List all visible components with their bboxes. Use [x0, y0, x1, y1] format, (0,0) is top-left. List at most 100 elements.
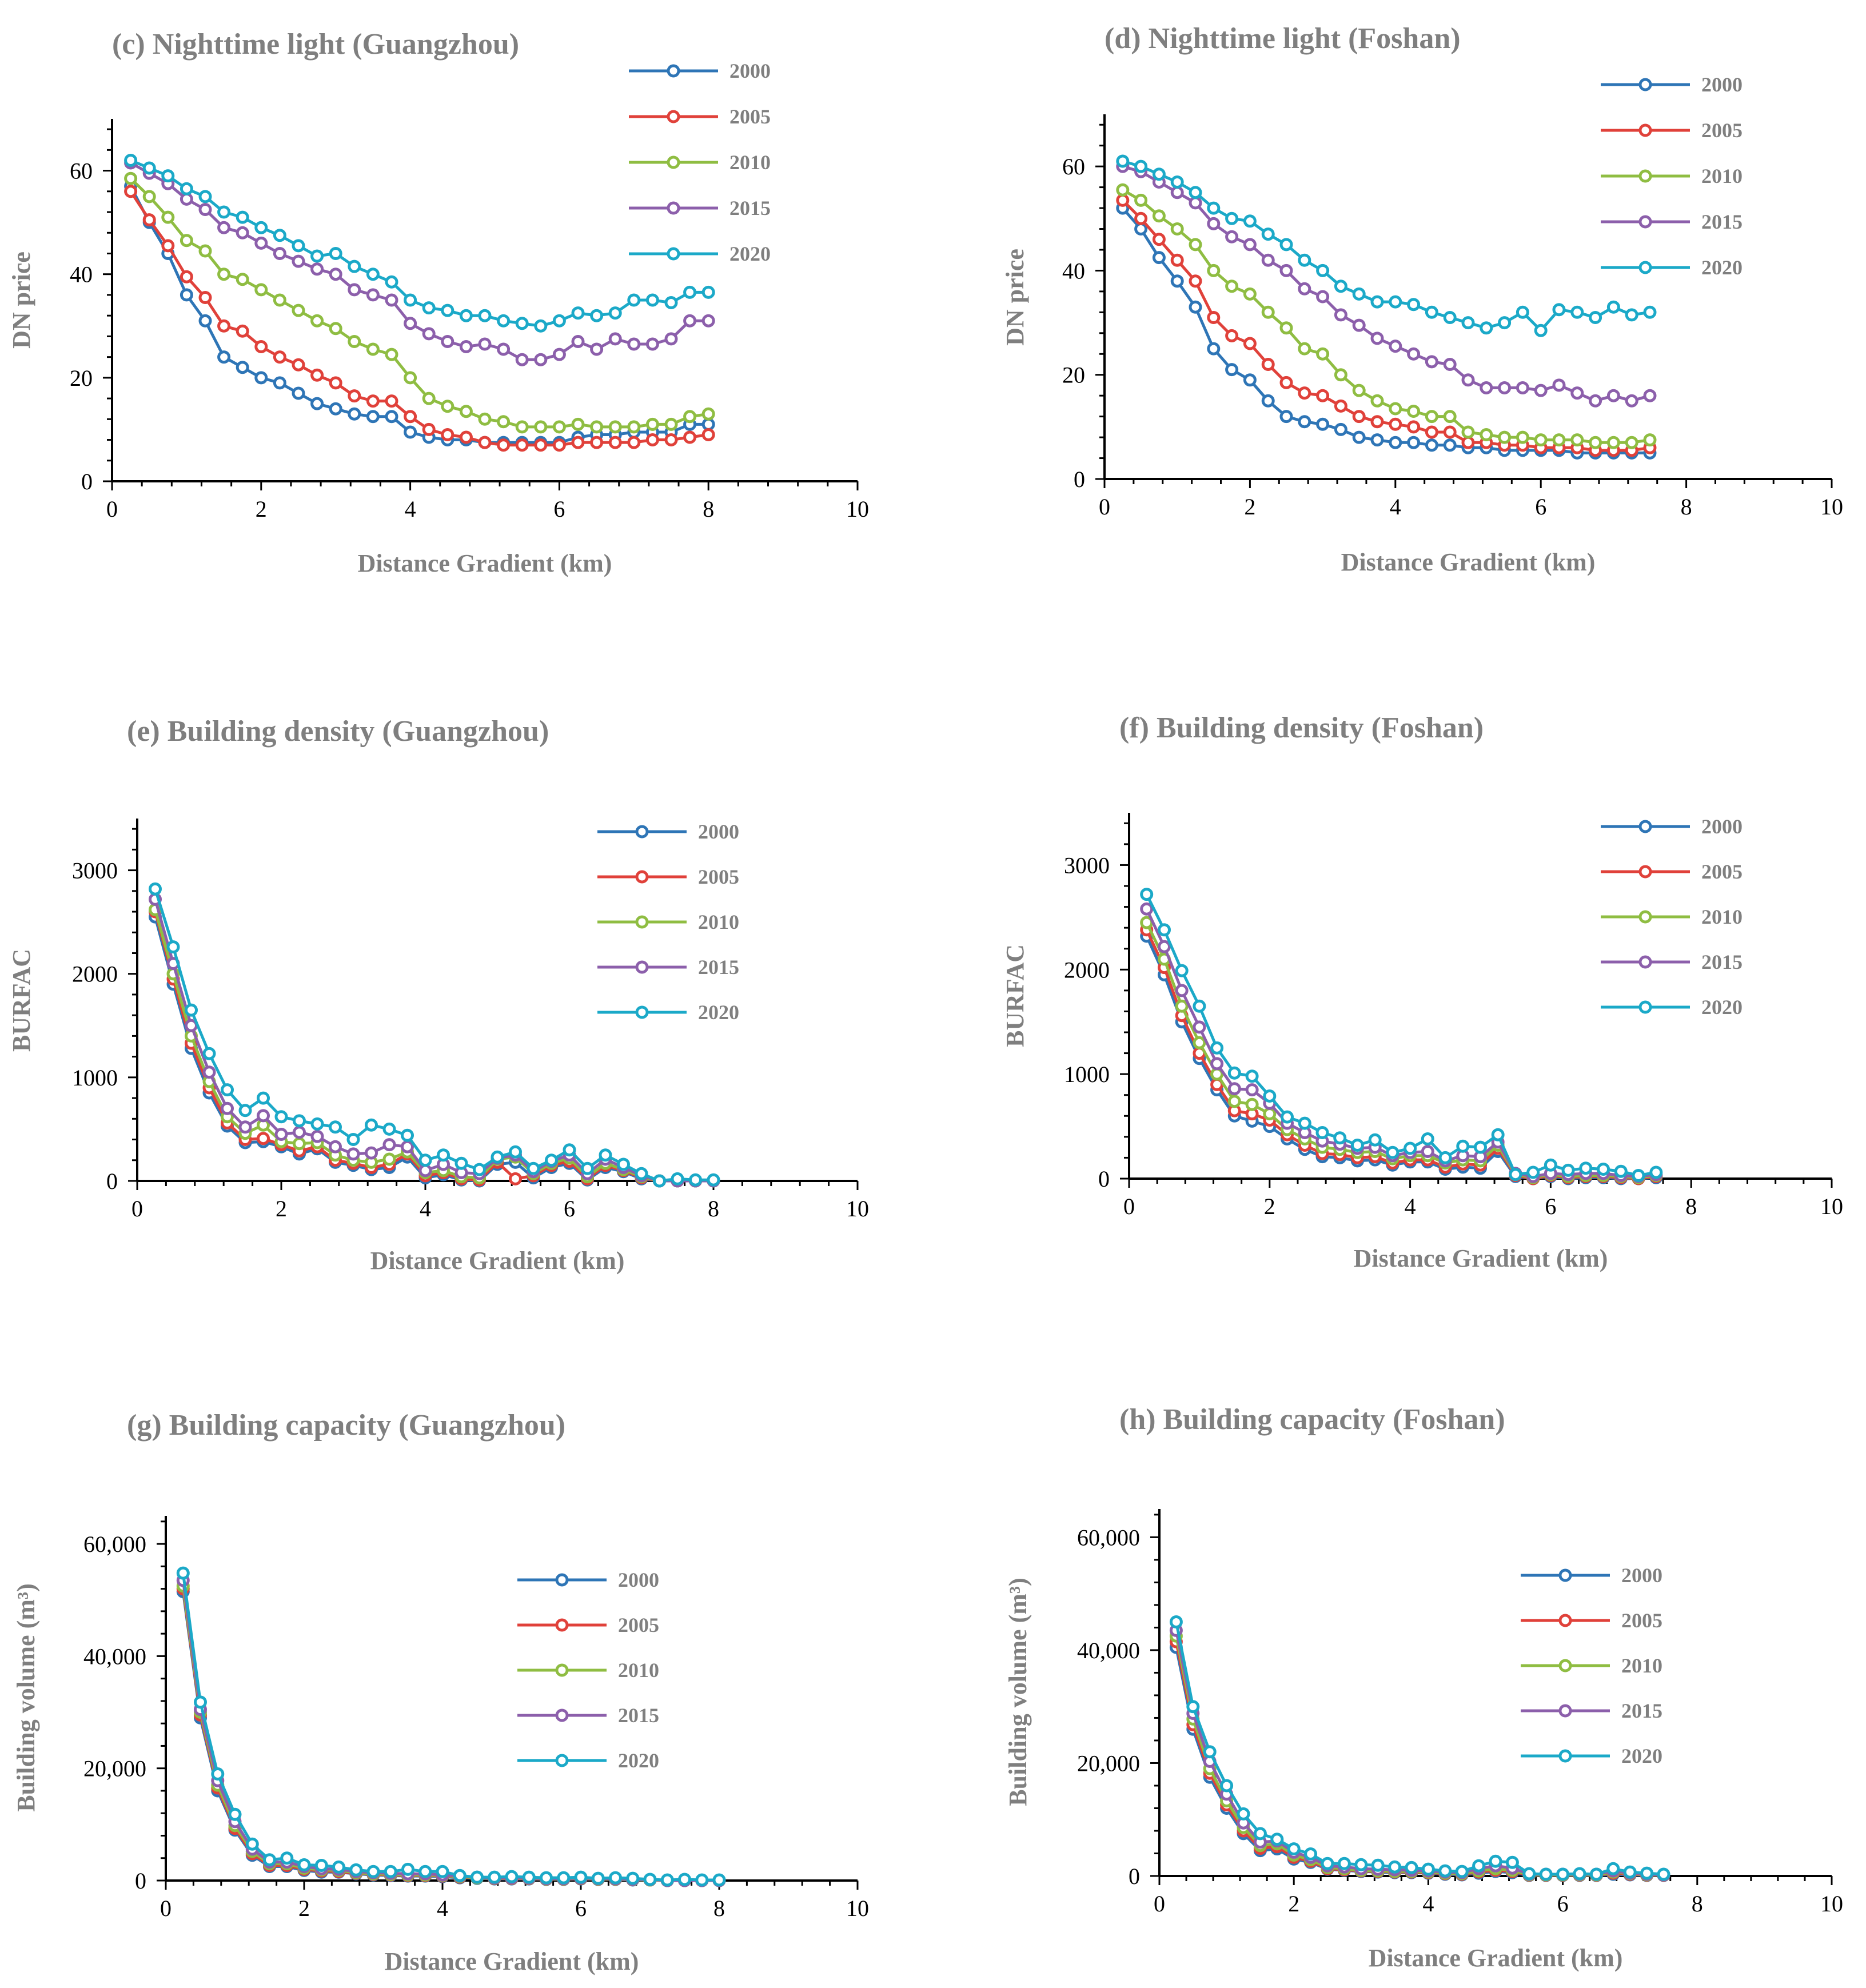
data-point: [1227, 1082, 1241, 1096]
data-point: [590, 342, 604, 356]
data-point: [712, 1873, 726, 1887]
data-point: [695, 1873, 709, 1887]
data-point: [1193, 1020, 1206, 1034]
legend-swatch-marker: [667, 110, 680, 123]
series-2000: [1140, 929, 1663, 1185]
data-point: [1561, 1163, 1575, 1177]
data-point: [1534, 433, 1548, 447]
data-point: [534, 353, 548, 366]
data-point: [176, 1566, 190, 1580]
data-point: [1606, 436, 1620, 449]
series-2020: [1169, 1615, 1670, 1881]
legend-item-2000: 2000: [597, 820, 739, 843]
y-tick-label: 3000: [1064, 852, 1110, 878]
data-point: [1389, 340, 1402, 353]
x-tick-label: 4: [420, 1196, 431, 1221]
series-2005: [1169, 1635, 1670, 1882]
data-point: [346, 1147, 360, 1161]
data-point: [571, 436, 585, 449]
x-tick-label: 4: [1422, 1891, 1434, 1917]
legend-label: 2015: [729, 197, 771, 219]
data-point: [701, 314, 715, 328]
data-point: [385, 410, 398, 424]
data-point: [221, 1101, 234, 1115]
data-point: [257, 1109, 270, 1123]
data-point: [1279, 321, 1293, 335]
data-point: [478, 436, 492, 449]
y-tick-label: 1000: [72, 1065, 118, 1091]
data-point: [1480, 428, 1493, 441]
data-point: [1189, 186, 1202, 199]
x-tick-label: 2: [1244, 494, 1255, 520]
data-point: [515, 353, 529, 366]
data-point: [1279, 376, 1293, 389]
data-point: [1421, 1132, 1434, 1145]
data-point: [124, 185, 138, 198]
data-point: [1570, 305, 1584, 319]
legend-item-2000: 2000: [517, 1568, 659, 1591]
data-point: [527, 1161, 540, 1175]
data-point: [348, 407, 361, 421]
data-point: [1334, 280, 1347, 293]
legend-swatch-marker: [1558, 1614, 1572, 1627]
legend-label: 2020: [1701, 256, 1743, 279]
data-point: [180, 234, 193, 247]
data-point: [1287, 1842, 1301, 1856]
data-point: [385, 394, 398, 408]
series-2005: [124, 185, 715, 452]
series-2010: [1116, 183, 1657, 449]
data-point: [236, 324, 249, 338]
data-point: [254, 340, 268, 353]
data-point: [293, 1114, 306, 1128]
data-point: [459, 405, 473, 418]
data-point: [142, 213, 156, 227]
data-point: [385, 348, 398, 361]
legend-item-2005: 2005: [1601, 860, 1743, 883]
chart-title: (c) Nighttime light (Guangzhou): [112, 28, 519, 61]
legend-label: 2000: [1701, 815, 1743, 838]
data-point: [478, 337, 492, 351]
data-point: [1389, 295, 1402, 309]
x-tick-label: 8: [703, 496, 714, 522]
series-line-2015: [1145, 908, 1657, 1178]
data-point: [422, 327, 436, 341]
chart-title: (f) Building density (Foshan): [1119, 712, 1484, 744]
panel-e: (e) Building density (Guangzhou)0 2 4 6 8 100…: [7, 715, 869, 1275]
legend-swatch-marker: [555, 1754, 569, 1767]
series-2015: [124, 156, 715, 366]
series-line-2015: [130, 161, 709, 361]
legend-label: 2000: [1701, 73, 1743, 96]
data-point: [348, 260, 361, 273]
data-point: [1370, 295, 1384, 309]
legend-swatch-marker: [1558, 1749, 1572, 1763]
legend-label: 2005: [1701, 860, 1743, 883]
legend-item-2010: 2010: [597, 911, 739, 933]
data-point: [701, 428, 715, 441]
data-point: [1350, 1139, 1364, 1152]
data-point: [1489, 1854, 1502, 1868]
data-point: [1333, 1131, 1347, 1145]
data-point: [1243, 238, 1257, 252]
data-point: [459, 309, 473, 322]
x-tick-label: 10: [846, 1196, 869, 1221]
data-point: [1225, 230, 1239, 243]
data-point: [1625, 394, 1638, 408]
data-point: [497, 415, 511, 429]
y-tick-label: 40: [70, 262, 93, 288]
data-point: [1461, 373, 1475, 387]
data-point: [422, 301, 436, 315]
data-point: [1491, 1128, 1505, 1141]
legend-label: 2010: [1701, 165, 1743, 187]
data-point: [1386, 1145, 1400, 1159]
data-point: [1606, 389, 1620, 402]
y-tick-label: 2000: [72, 961, 118, 987]
y-tick-label: 0: [1074, 466, 1085, 492]
data-point: [671, 1172, 684, 1185]
data-point: [1516, 381, 1529, 394]
panel-c: (c) Nighttime light (Guangzhou) 0 2 4 6 8 10 0 2…: [7, 28, 869, 577]
legend-item-2000: 2000: [1601, 73, 1743, 96]
data-point: [1298, 253, 1311, 267]
data-point: [1461, 425, 1475, 439]
y-tick-label: 60: [1062, 154, 1085, 179]
data-point: [1316, 264, 1330, 277]
